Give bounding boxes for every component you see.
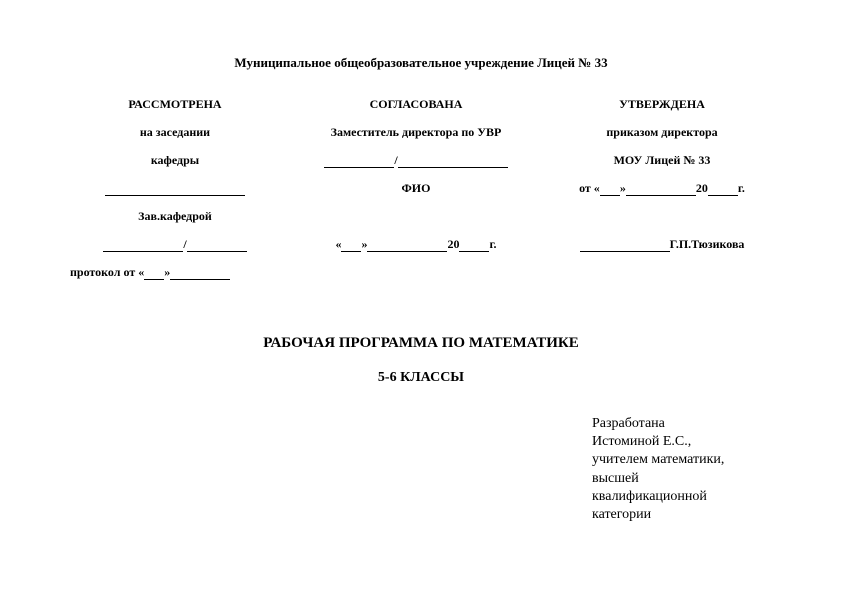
developed-line: учителем математики, xyxy=(592,451,762,469)
fio-label: ФИО xyxy=(402,180,431,196)
date-year-prefix: 20 xyxy=(447,237,459,252)
text-line: Заместитель директора по УВР xyxy=(331,124,502,140)
blank-line xyxy=(105,180,245,196)
date-line: « » 20 г. xyxy=(335,236,496,252)
date-year-prefix: 20 xyxy=(696,181,708,196)
date-year-suffix: г. xyxy=(738,181,745,196)
developed-line: высшей xyxy=(592,470,762,488)
text-line: приказом директора xyxy=(606,124,717,140)
document-page: Муниципальное общеобразовательное учрежд… xyxy=(0,0,842,595)
org-header: Муниципальное общеобразовательное учрежд… xyxy=(70,55,772,71)
signature-line: / xyxy=(324,152,507,168)
developed-line: квалификационной xyxy=(592,488,762,506)
date-prefix: от « xyxy=(579,181,600,196)
head-label: Зав.кафедрой xyxy=(138,208,212,224)
text-line: кафедры xyxy=(151,152,199,168)
protocol-line: протокол от « » xyxy=(70,264,230,280)
main-title: РАБОЧАЯ ПРОГРАММА ПО МАТЕМАТИКЕ xyxy=(70,335,772,352)
developed-line: Разработана xyxy=(592,415,762,433)
signer-line: Г.П.Тюзикова xyxy=(580,236,745,252)
col-title: УТВЕРЖДЕНА xyxy=(619,96,705,112)
date-line: от « » 20 г. xyxy=(579,180,745,196)
col-reviewed: РАССМОТРЕНА на заседании кафедры Зав.каф… xyxy=(70,96,280,280)
text-line: МОУ Лицей № 33 xyxy=(614,152,711,168)
col-title: СОГЛАСОВАНА xyxy=(370,96,463,112)
col-title: РАССМОТРЕНА xyxy=(128,96,221,112)
sub-title: 5-6 КЛАССЫ xyxy=(70,370,772,386)
developed-by-block: Разработана Истоминой Е.С., учителем мат… xyxy=(592,415,762,524)
signature-line: / xyxy=(103,236,246,252)
col-approved: УТВЕРЖДЕНА приказом директора МОУ Лицей … xyxy=(552,96,772,280)
developed-line: категории xyxy=(592,506,762,524)
approval-columns: РАССМОТРЕНА на заседании кафедры Зав.каф… xyxy=(70,96,772,280)
col-agreed: СОГЛАСОВАНА Заместитель директора по УВР… xyxy=(296,96,536,280)
date-year-suffix: г. xyxy=(489,237,496,252)
signer-name: Г.П.Тюзикова xyxy=(670,237,745,252)
text-line: на заседании xyxy=(140,124,210,140)
developed-line: Истоминой Е.С., xyxy=(592,433,762,451)
protocol-prefix: протокол от « xyxy=(70,265,144,280)
